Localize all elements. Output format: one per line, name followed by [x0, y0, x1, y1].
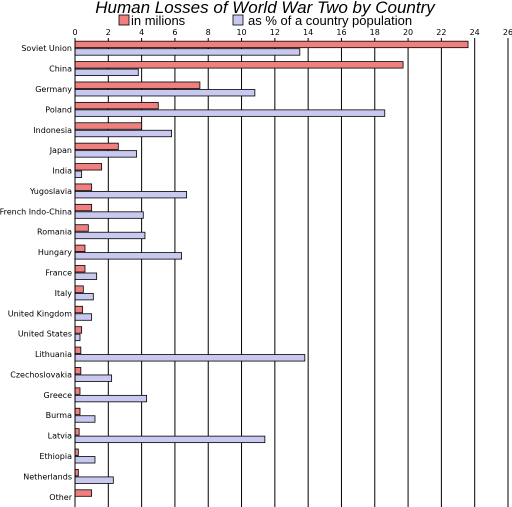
category-label: Netherlands [23, 472, 72, 481]
x-axis-ticks: 0 2 4 6 8 10 12 14 16 18 20 22 24 26 [72, 28, 512, 37]
legend-label-millions: in milions [131, 13, 186, 28]
bar-millions [74, 101, 159, 110]
bar-percent [74, 191, 187, 199]
x-tick-label: 22 [436, 28, 446, 37]
x-tick-label: 24 [470, 28, 480, 37]
category-label: Other [49, 493, 72, 502]
bar-percent [74, 89, 256, 97]
category-label: French Indo-China [0, 207, 72, 216]
bar-millions [74, 224, 89, 232]
category-label: Greece [44, 391, 73, 400]
bar-millions [74, 387, 81, 395]
x-tick-label: 26 [503, 28, 512, 37]
category-label: Japan [49, 146, 72, 155]
bar-percent [74, 211, 144, 219]
bar-millions [74, 163, 103, 171]
bar-millions [74, 81, 201, 89]
category-label: India [52, 167, 72, 176]
category-label: Germany [35, 85, 72, 94]
x-tick-label: 14 [303, 28, 313, 37]
category-label: Yugoslavia [29, 187, 72, 196]
bar-percent [74, 333, 81, 342]
bar-millions [74, 428, 80, 436]
bars [74, 40, 469, 497]
category-label: Lithuania [35, 350, 72, 359]
x-tick-label: 12 [270, 28, 280, 37]
bar-millions [74, 203, 93, 212]
x-tick-label: 8 [206, 28, 211, 37]
bar-percent [74, 231, 146, 240]
bar-millions [74, 265, 86, 273]
bar-millions [74, 305, 83, 314]
chart-title: Human Losses of World War Two by Country [95, 0, 436, 17]
x-tick-label: 4 [139, 28, 144, 37]
grid-lines [74, 38, 509, 507]
bar-percent [74, 252, 182, 260]
category-label: China [49, 65, 72, 74]
bar-percent [74, 170, 83, 178]
bar-percent [74, 354, 306, 362]
category-label: Ethiopia [39, 452, 72, 461]
category-label: France [45, 269, 72, 278]
bar-percent [74, 415, 96, 423]
category-label: Latvia [48, 432, 72, 441]
bar-percent [74, 394, 148, 403]
category-label: United Kingdom [8, 309, 72, 318]
legend-label-percent: as % of a country population [248, 13, 412, 28]
category-label: Romania [37, 228, 72, 237]
category-label: Italy [55, 289, 73, 298]
bar-percent [74, 150, 138, 158]
bar-percent [74, 456, 96, 464]
bar-percent [74, 48, 301, 56]
bar-percent [74, 272, 98, 280]
x-tick-label: 2 [106, 28, 111, 37]
bar-millions [74, 244, 86, 253]
bar-millions [74, 346, 82, 354]
bar-millions [74, 285, 84, 293]
bar-percent [74, 313, 93, 321]
category-label: Soviet Union [21, 44, 72, 53]
category-label: Poland [45, 105, 72, 114]
x-tick-label: 18 [370, 28, 380, 37]
category-label: Burma [46, 411, 73, 420]
x-tick-label: 20 [403, 28, 413, 37]
x-tick-label: 6 [172, 28, 177, 37]
bar-millions [74, 142, 119, 151]
bar-millions [74, 407, 81, 416]
bar-millions [74, 183, 93, 191]
bar-millions [74, 489, 93, 497]
x-tick-label: 16 [336, 28, 346, 37]
legend-swatch-millions [118, 14, 130, 26]
category-label: United States [18, 330, 72, 339]
category-labels: Soviet Union China Germany Poland Indonesia J… [0, 44, 73, 502]
bar-percent [74, 435, 266, 444]
category-label: Hungary [38, 248, 72, 257]
category-label: Czechoslovakia [10, 370, 72, 379]
bar-percent [74, 476, 114, 484]
bar-percent [74, 68, 139, 76]
bar-millions [74, 122, 143, 130]
x-tick-label: 10 [236, 28, 246, 37]
bar-percent [74, 109, 386, 117]
bar-millions [74, 40, 469, 49]
x-tick-label: 0 [72, 28, 77, 37]
legend-swatch-percent [232, 14, 244, 26]
bar-millions [74, 61, 404, 69]
bar-percent [74, 129, 172, 138]
bar-millions [74, 326, 83, 334]
bar-millions [74, 367, 82, 375]
bar-percent [74, 292, 94, 301]
category-label: Indonesia [33, 126, 72, 135]
bar-percent [74, 374, 113, 382]
